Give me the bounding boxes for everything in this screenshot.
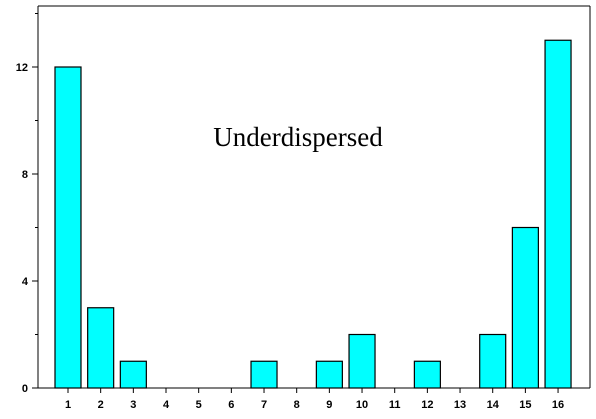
x-tick-label: 14 xyxy=(487,399,500,411)
x-tick-label: 10 xyxy=(356,399,368,411)
x-tick-label: 13 xyxy=(454,399,466,411)
y-tick-label: 12 xyxy=(16,62,28,74)
x-tick-label: 11 xyxy=(389,399,401,411)
x-tick-label: 4 xyxy=(163,399,170,411)
x-tick-label: 3 xyxy=(130,399,136,411)
bar-16 xyxy=(544,39,572,389)
bar-10 xyxy=(348,333,376,389)
bar-14 xyxy=(479,333,507,389)
bar-1 xyxy=(54,66,82,389)
y-tick-label: 4 xyxy=(22,276,29,288)
x-tick-label: 16 xyxy=(552,399,564,411)
y-tick-label: 0 xyxy=(22,383,28,395)
bar-15 xyxy=(511,226,539,389)
x-tick-label: 12 xyxy=(421,399,433,411)
bar-9 xyxy=(315,360,343,389)
x-tick-label: 8 xyxy=(294,399,300,411)
bar-12 xyxy=(413,360,441,389)
bar-series xyxy=(54,39,572,389)
x-axis-ticks: 1 2 3 4 5 6 7 8 9 10 11 12 13 14 15 16 xyxy=(65,388,564,411)
x-tick-label: 9 xyxy=(326,399,332,411)
x-tick-label: 6 xyxy=(228,399,234,411)
y-tick-label: 8 xyxy=(22,169,28,181)
x-tick-label: 2 xyxy=(98,399,104,411)
plot-frame xyxy=(37,5,591,389)
x-tick-label: 5 xyxy=(196,399,202,411)
x-tick-label: 7 xyxy=(261,399,267,411)
y-axis-ticks: 0 4 8 12 xyxy=(16,13,38,395)
bar-7 xyxy=(250,360,278,389)
annotation-text: Underdispersed xyxy=(213,122,383,152)
x-tick-label: 15 xyxy=(519,399,531,411)
bar-3 xyxy=(119,360,147,389)
x-tick-label: 1 xyxy=(65,399,71,411)
bar-2 xyxy=(87,307,115,389)
